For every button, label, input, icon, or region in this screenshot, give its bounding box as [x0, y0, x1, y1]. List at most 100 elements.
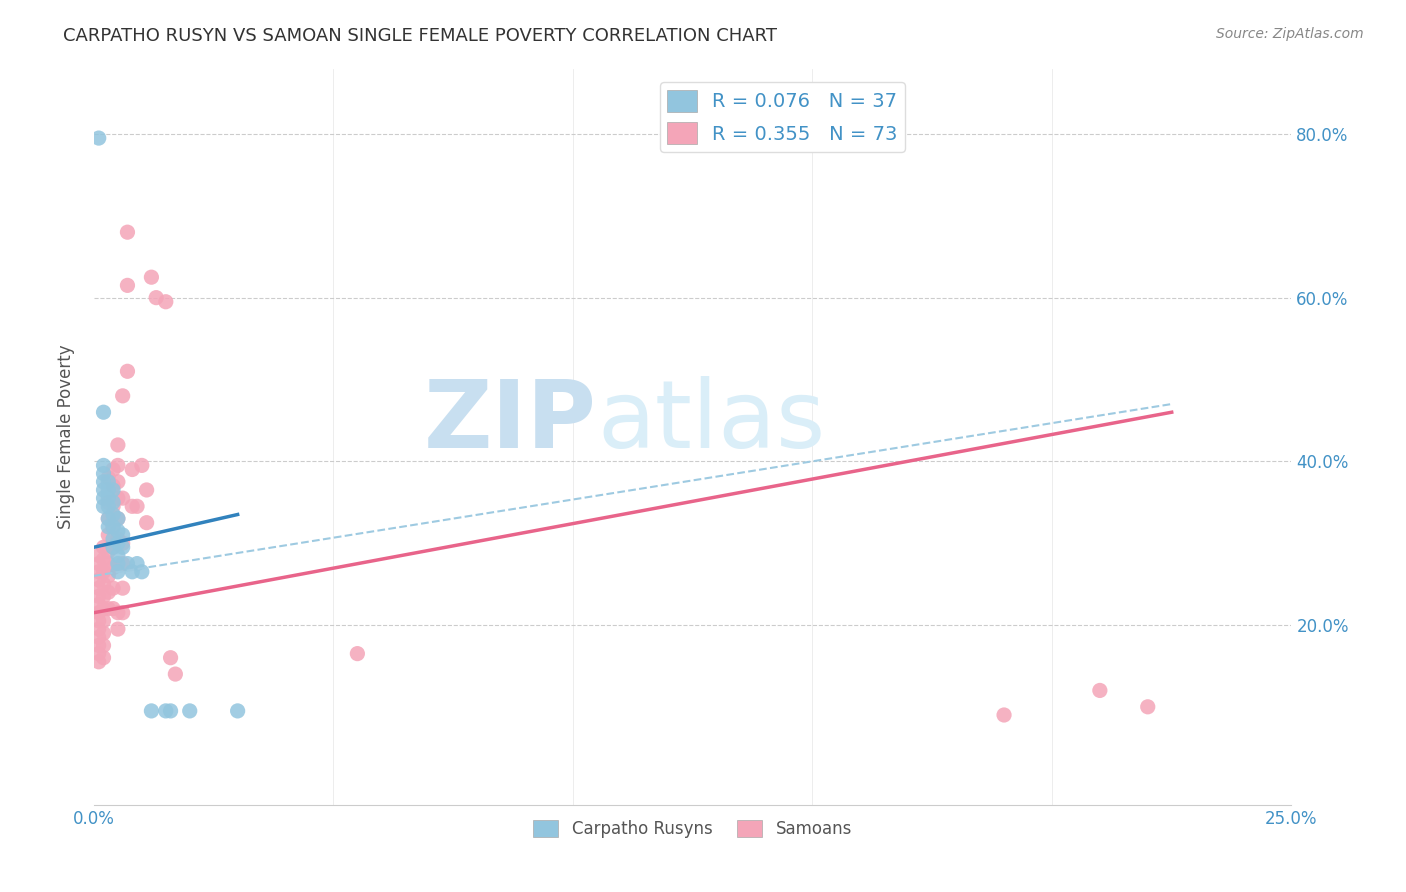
Point: [87, 647, 110, 661]
Point: [97, 495, 120, 509]
Point: [93, 540, 115, 554]
Point: [93, 626, 115, 640]
Point: [111, 528, 134, 542]
Point: [125, 500, 148, 514]
Point: [87, 573, 110, 587]
Point: [111, 540, 134, 554]
Point: [87, 598, 110, 612]
Point: [93, 552, 115, 566]
Point: [107, 511, 129, 525]
Point: [125, 557, 148, 571]
Point: [131, 565, 153, 579]
Point: [97, 601, 120, 615]
Point: [101, 540, 124, 554]
Y-axis label: Single Female Poverty: Single Female Poverty: [58, 344, 75, 529]
Point: [107, 606, 129, 620]
Point: [93, 458, 115, 473]
Point: [97, 569, 120, 583]
Point: [159, 704, 181, 718]
Point: [155, 704, 177, 718]
Point: [117, 364, 139, 378]
Point: [93, 565, 115, 579]
Point: [101, 483, 124, 497]
Point: [107, 565, 129, 579]
Point: [121, 500, 143, 514]
Point: [93, 639, 115, 653]
Point: [87, 655, 110, 669]
Point: [993, 708, 1015, 723]
Point: [93, 577, 115, 591]
Point: [101, 520, 124, 534]
Point: [93, 601, 115, 615]
Point: [87, 557, 110, 571]
Point: [87, 614, 110, 628]
Point: [107, 557, 129, 571]
Point: [1088, 683, 1111, 698]
Point: [107, 511, 129, 525]
Point: [93, 491, 115, 505]
Point: [97, 585, 120, 599]
Point: [97, 520, 120, 534]
Point: [107, 491, 129, 505]
Point: [97, 511, 120, 525]
Text: Source: ZipAtlas.com: Source: ZipAtlas.com: [1216, 27, 1364, 41]
Point: [117, 278, 139, 293]
Point: [107, 475, 129, 489]
Point: [107, 532, 129, 546]
Point: [101, 508, 124, 522]
Point: [111, 536, 134, 550]
Point: [159, 650, 181, 665]
Point: [107, 536, 129, 550]
Text: atlas: atlas: [598, 376, 825, 468]
Point: [93, 475, 115, 489]
Point: [111, 557, 134, 571]
Point: [97, 491, 120, 505]
Point: [141, 270, 163, 285]
Point: [93, 500, 115, 514]
Point: [93, 467, 115, 481]
Point: [101, 495, 124, 509]
Point: [101, 581, 124, 595]
Point: [101, 500, 124, 514]
Point: [101, 532, 124, 546]
Point: [131, 458, 153, 473]
Point: [87, 590, 110, 604]
Point: [87, 630, 110, 644]
Point: [121, 462, 143, 476]
Point: [93, 405, 115, 419]
Point: [97, 544, 120, 558]
Point: [111, 389, 134, 403]
Point: [87, 606, 110, 620]
Point: [135, 516, 157, 530]
Point: [87, 565, 110, 579]
Point: [97, 528, 120, 542]
Point: [93, 590, 115, 604]
Point: [101, 540, 124, 554]
Point: [117, 225, 139, 239]
Point: [101, 462, 124, 476]
Point: [101, 479, 124, 493]
Point: [87, 549, 110, 563]
Point: [107, 549, 129, 563]
Point: [107, 438, 129, 452]
Point: [117, 557, 139, 571]
Point: [107, 458, 129, 473]
Point: [97, 557, 120, 571]
Point: [87, 581, 110, 595]
Point: [346, 647, 368, 661]
Point: [141, 704, 163, 718]
Point: [107, 524, 129, 538]
Point: [107, 622, 129, 636]
Point: [87, 639, 110, 653]
Point: [1136, 699, 1159, 714]
Legend: Carpatho Rusyns, Samoans: Carpatho Rusyns, Samoans: [527, 813, 859, 845]
Point: [93, 614, 115, 628]
Point: [111, 491, 134, 505]
Point: [111, 606, 134, 620]
Point: [97, 500, 120, 514]
Point: [87, 131, 110, 145]
Point: [101, 560, 124, 574]
Point: [179, 704, 201, 718]
Point: [97, 483, 120, 497]
Point: [155, 294, 177, 309]
